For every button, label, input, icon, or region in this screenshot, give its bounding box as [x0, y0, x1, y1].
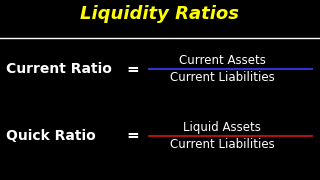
Text: Liquidity Ratios: Liquidity Ratios [81, 5, 239, 23]
Text: Current Assets: Current Assets [179, 55, 266, 68]
Text: Current Liabilities: Current Liabilities [170, 138, 275, 151]
Text: Liquid Assets: Liquid Assets [183, 121, 261, 134]
Text: Quick Ratio: Quick Ratio [6, 129, 96, 143]
Text: Current Liabilities: Current Liabilities [170, 71, 275, 84]
Text: Current Ratio: Current Ratio [6, 62, 112, 76]
Text: =: = [126, 62, 139, 77]
Text: =: = [126, 128, 139, 143]
